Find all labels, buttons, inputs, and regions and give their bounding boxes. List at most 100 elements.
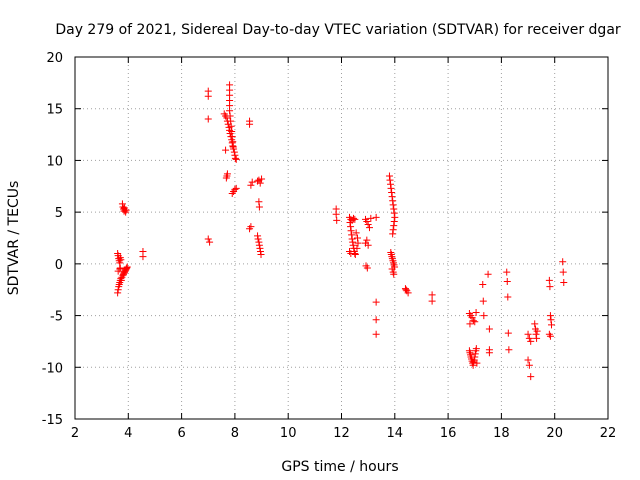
data-point (228, 139, 236, 147)
data-point (390, 217, 398, 225)
x-tick-label: 14 (387, 426, 404, 441)
data-point (468, 314, 476, 322)
y-tick-label: -15 (42, 413, 63, 428)
data-point (230, 148, 238, 156)
y-tick-label: 20 (46, 51, 63, 66)
data-point (114, 289, 122, 297)
data-point (503, 268, 511, 276)
data-point (257, 251, 265, 259)
data-point (503, 277, 511, 285)
data-point (255, 198, 263, 206)
data-point (466, 320, 474, 328)
y-tick-labels: -15 -10 -5 0 5 10 15 20 (42, 51, 63, 428)
data-point (389, 230, 397, 238)
data-point (255, 238, 263, 246)
data-point (353, 244, 361, 252)
data-point (364, 221, 372, 229)
data-point (118, 200, 126, 208)
data-point (204, 115, 212, 123)
data-point (226, 112, 234, 120)
data-point (504, 329, 512, 337)
data-point (232, 184, 240, 192)
x-axis-label: GPS time / hours (281, 459, 398, 475)
data-point (204, 235, 212, 243)
data-point (139, 253, 147, 261)
data-point (231, 151, 239, 159)
data-point (524, 356, 532, 364)
x-tick-label: 6 (177, 426, 185, 441)
y-axis-label: SDTVAR / TECUs (6, 181, 22, 296)
y-tick-label: -5 (50, 310, 63, 325)
data-point (204, 92, 212, 100)
x-tick-labels: 2 4 6 8 10 12 14 16 18 20 22 (71, 426, 616, 441)
data-point (247, 181, 255, 189)
data-point (484, 270, 492, 278)
data-point (352, 229, 360, 237)
data-point (545, 276, 553, 284)
data-point (333, 216, 341, 224)
y-tick-label: -10 (42, 361, 63, 376)
grid-lines (75, 57, 608, 419)
data-point (559, 268, 567, 276)
data-point (347, 250, 355, 258)
data-point (525, 334, 533, 342)
data-point (560, 278, 568, 286)
data-point (246, 120, 254, 128)
data-point (231, 154, 239, 162)
data-point (472, 345, 480, 353)
data-point (347, 227, 355, 235)
data-point (532, 330, 540, 338)
data-point (365, 224, 373, 232)
data-point (354, 239, 362, 247)
data-point (531, 320, 539, 328)
data-point (388, 188, 396, 196)
data-point (117, 256, 125, 264)
y-tick-label: 5 (55, 206, 63, 221)
data-point (363, 236, 371, 244)
y-tick-label: 10 (46, 154, 63, 169)
data-point (223, 170, 231, 178)
data-point (114, 286, 122, 294)
data-point (364, 241, 372, 249)
x-tick-label: 20 (546, 426, 563, 441)
data-point (348, 235, 356, 243)
chart-title: Day 279 of 2021, Sidereal Day-to-day VTE… (55, 22, 621, 38)
data-point (256, 244, 264, 252)
data-point (226, 107, 234, 115)
data-point (349, 238, 357, 246)
data-point (122, 206, 130, 214)
data-point (254, 232, 262, 240)
data-point (332, 210, 340, 218)
data-point (367, 214, 375, 222)
data-point (527, 373, 535, 381)
data-point (546, 312, 554, 320)
data-point (372, 298, 380, 306)
data-point (385, 172, 393, 180)
data-point (479, 281, 487, 289)
data-point (533, 327, 541, 335)
data-point (505, 346, 513, 354)
data-point (347, 223, 355, 231)
data-point (428, 291, 436, 299)
data-point (116, 264, 124, 272)
plot-frame (74, 56, 609, 420)
x-tick-label: 16 (440, 426, 457, 441)
data-point (387, 184, 395, 192)
data-point (229, 143, 237, 151)
data-point (485, 349, 493, 357)
data-point (117, 276, 125, 284)
data-point (389, 226, 397, 234)
data-point (353, 234, 361, 242)
data-point (228, 133, 236, 141)
data-point (232, 155, 240, 163)
x-tick-label: 8 (231, 426, 239, 441)
data-point (390, 270, 398, 278)
data-point (248, 178, 256, 186)
data-point (351, 251, 359, 259)
data-point (389, 201, 397, 209)
data-point (123, 264, 131, 272)
data-point (222, 146, 230, 154)
data-point (349, 214, 357, 222)
data-point (402, 286, 410, 294)
